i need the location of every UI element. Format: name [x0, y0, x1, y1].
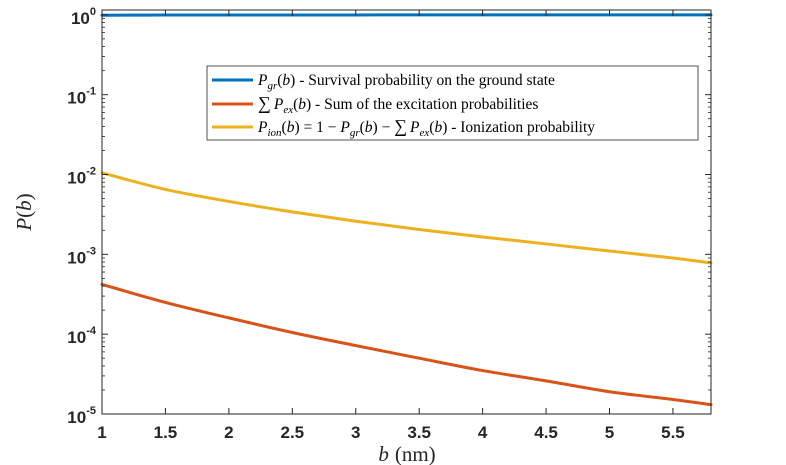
legend-label-ground: Pgr(b) - Survival probability on the gro…: [257, 72, 555, 92]
y-tick-label: 10-1: [67, 86, 96, 108]
axes-box: [101, 9, 712, 415]
x-tick-label: 3: [351, 423, 360, 442]
x-tick-label: 1: [97, 423, 106, 442]
legend-label-ionization: Pion(b) = 1 − Pgr(b) − ∑ Pex(b) - Ionizat…: [257, 116, 595, 139]
x-axis-var: b: [378, 442, 389, 465]
y-tick-label: 10-5: [67, 405, 96, 427]
x-tick-label: 2: [224, 423, 233, 442]
x-tick-label: 2.5: [280, 423, 304, 442]
series-line-1: [100, 282, 713, 407]
legend-box: [206, 65, 699, 141]
x-tick-label: 1.5: [154, 423, 178, 442]
y-tick-label: 10-2: [67, 166, 96, 188]
x-tick-label: 5.5: [661, 423, 685, 442]
x-tick-label: 4: [478, 423, 488, 442]
y-tick-label: 10-3: [67, 245, 96, 267]
y-axis-label: P(b): [12, 193, 36, 231]
legend: Pgr(b) - Survival probability on the gro…: [206, 65, 699, 141]
y-tick-label: 100: [71, 6, 96, 28]
x-tick-label: 4.5: [534, 423, 558, 442]
legend-label-excitation: ∑ Pex(b) - Sum of the excitation probabil…: [258, 93, 538, 116]
legend-desc-ionization: - Ionization probability: [447, 119, 595, 136]
legend-desc-ground: - Survival probability on the ground sta…: [295, 72, 555, 89]
x-tick-label: 5: [605, 423, 614, 442]
x-axis-label: b (nm): [378, 442, 435, 465]
legend-desc-excitation: - Sum of the excitation probabilities: [311, 96, 538, 113]
y-tick-label: 10-4: [67, 325, 97, 347]
series-line-2: [100, 171, 713, 265]
labels-layer: b (nm) P(b): [12, 193, 436, 465]
x-tick-label: 3.5: [407, 423, 431, 442]
x-axis-unit: (nm): [395, 442, 436, 465]
axes-layer: 1 1.5 2 2.5 3 3.5 4 4.5 5 5.5 100 10-1 10-2 10-3 10-4 1…: [67, 6, 712, 442]
